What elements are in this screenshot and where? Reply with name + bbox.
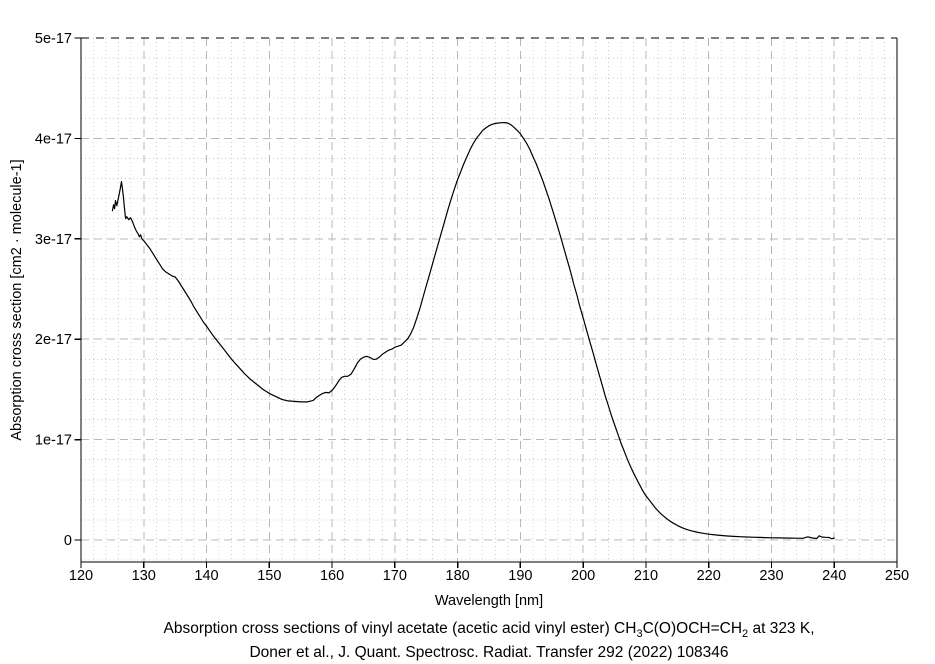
y-tick-label: 0 [64,533,72,549]
caption-text: Absorption cross sections of vinyl aceta… [163,620,637,637]
x-tick-label: 160 [320,568,344,584]
y-tick-label: 2e-17 [35,332,72,348]
spectrum-curve [111,121,835,540]
x-tick-label: 220 [697,568,721,584]
x-tick-label: 140 [194,568,218,584]
y-tick-label: 1e-17 [35,433,72,449]
caption-subscript-2: 2 [742,628,749,641]
caption-line-2: Doner et al., J. Quant. Spectrosc. Radia… [249,644,729,661]
caption-text: C(O)OCH=CH [642,620,743,637]
caption-text: at 323 K, [748,620,815,637]
y-tick-label: 4e-17 [35,131,72,147]
x-tick-label: 170 [383,568,407,584]
caption-line-1: Absorption cross sections of vinyl aceta… [163,620,814,640]
x-tick-label: 210 [634,568,658,584]
x-tick-label: 120 [69,568,93,584]
y-tick-label: 5e-17 [35,31,72,47]
x-tick-label: 250 [885,568,909,584]
x-tick-label: 230 [759,568,783,584]
x-tick-label: 200 [571,568,595,584]
x-tick-label: 190 [508,568,532,584]
x-tick-label: 150 [257,568,281,584]
caption-subscript-3: 3 [636,628,643,641]
y-axis-title: Absorption cross section [cm2 · molecule… [9,159,25,441]
y-tick-label: 3e-17 [35,232,72,248]
x-tick-label: 180 [446,568,470,584]
x-tick-label: 130 [132,568,156,584]
x-tick-label: 240 [822,568,846,584]
x-axis-title: Wavelength [nm] [434,593,544,609]
